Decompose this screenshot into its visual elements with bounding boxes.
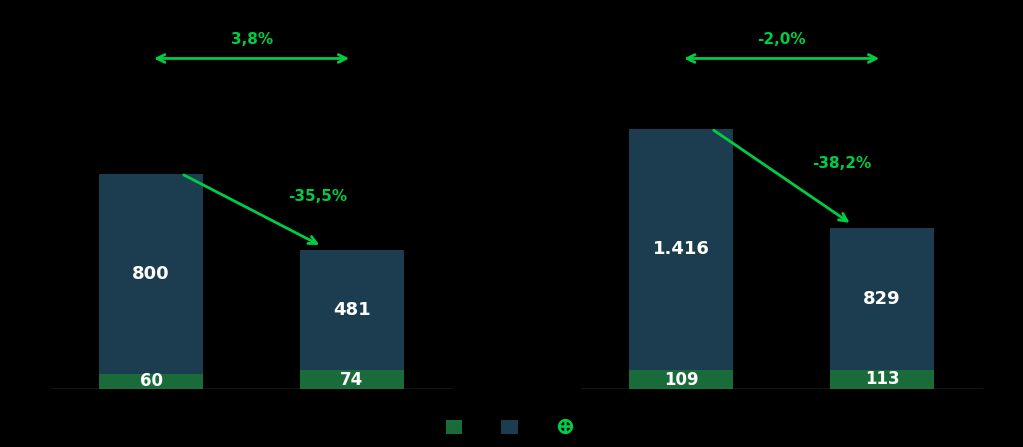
Text: 74: 74 xyxy=(341,371,363,388)
Text: 800: 800 xyxy=(132,265,170,283)
Bar xyxy=(830,228,934,370)
Text: -38,2%: -38,2% xyxy=(812,156,871,171)
Text: 1.416: 1.416 xyxy=(653,240,710,258)
Bar xyxy=(629,129,733,370)
Text: 109: 109 xyxy=(664,371,699,388)
Bar xyxy=(300,250,404,371)
Text: 113: 113 xyxy=(864,370,899,388)
Text: -35,5%: -35,5% xyxy=(287,189,347,204)
Bar xyxy=(300,371,404,389)
Text: 3,8%: 3,8% xyxy=(230,32,272,47)
Text: 829: 829 xyxy=(863,290,901,308)
Text: 481: 481 xyxy=(333,301,370,319)
Bar xyxy=(830,370,934,389)
Bar xyxy=(99,173,204,374)
Bar xyxy=(629,370,733,389)
Text: -2,0%: -2,0% xyxy=(757,32,806,47)
Bar xyxy=(99,374,204,389)
Legend: , , : , , xyxy=(440,414,583,440)
Text: 60: 60 xyxy=(140,372,163,390)
